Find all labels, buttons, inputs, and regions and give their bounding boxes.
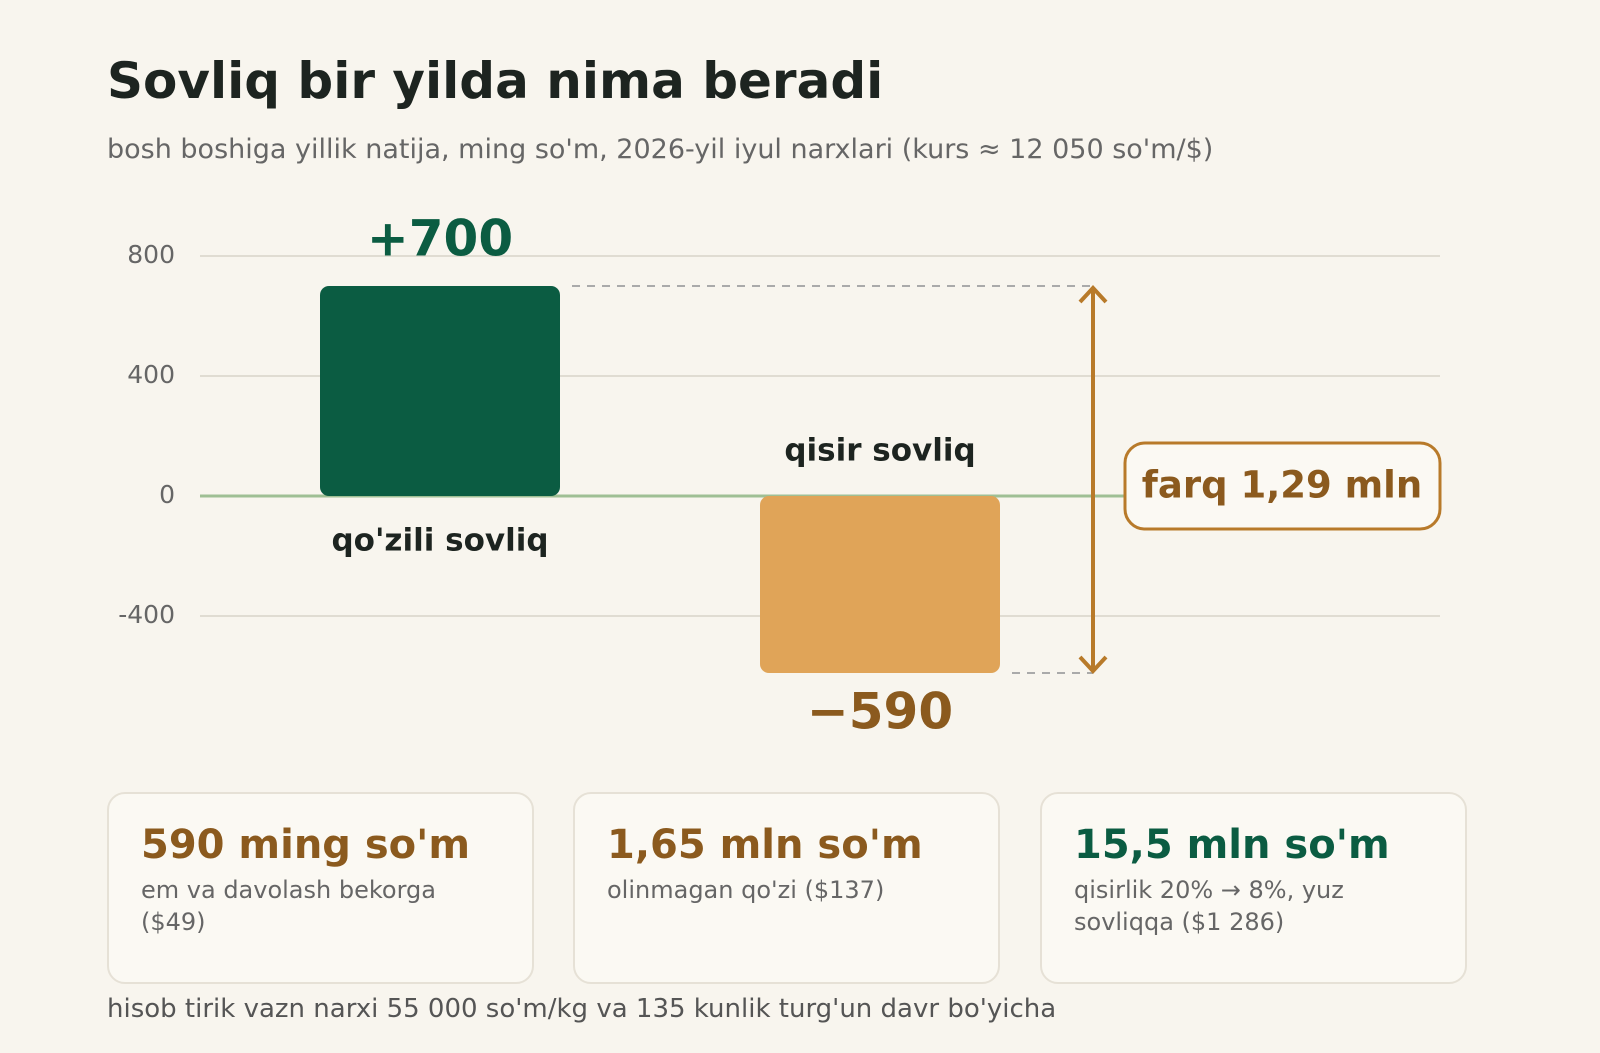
card: 1,65 mln so'm olinmagan qo'zi ($137)	[573, 792, 1000, 984]
chart-subtitle: bosh boshiga yillik natija, ming so'm, 2…	[107, 134, 1214, 165]
arrow-head	[1078, 285, 1108, 304]
bar	[320, 286, 560, 496]
card-value: 1,65 mln so'm	[607, 822, 923, 868]
footnote: hisob tirik vazn narxi 55 000 so'm/kg va…	[107, 994, 1057, 1024]
card-value: 590 ming so'm	[141, 822, 471, 868]
value-label: +700	[367, 210, 513, 268]
annotation: farq 1,29 mln	[1142, 464, 1422, 507]
arrow-head	[1078, 655, 1108, 674]
y-tick-label: 400	[127, 360, 175, 389]
card: 590 ming so'm em va davolash bekorga ($4…	[107, 792, 534, 984]
y-tick-label: 0	[159, 480, 175, 509]
chart: -400 0 400 800 qo'zili sovliq +700 qisir sovli…	[118, 210, 1442, 741]
x-tick-label: qisir sovliq	[784, 433, 975, 469]
chart-title: Sovliq bir yilda nima beradi	[107, 52, 884, 110]
card-label: em va davolash bekorga ($49)	[141, 876, 436, 936]
card: 15,5 mln so'm qisirlik 20% → 8%, yuz sov…	[1040, 792, 1467, 984]
x-tick-label: qo'zili sovliq	[331, 523, 548, 559]
y-tick-label: 800	[127, 240, 175, 269]
y-tick-label: -400	[118, 600, 175, 629]
card-value: 15,5 mln so'm	[1074, 822, 1390, 868]
card-label: qisirlik 20% → 8%, yuz sovliqqa ($1 286)	[1074, 876, 1344, 936]
annotation-box	[1123, 441, 1442, 531]
card-label: olinmagan qo'zi ($137)	[607, 876, 885, 904]
bar	[760, 496, 1000, 673]
value-label: −590	[807, 683, 953, 741]
